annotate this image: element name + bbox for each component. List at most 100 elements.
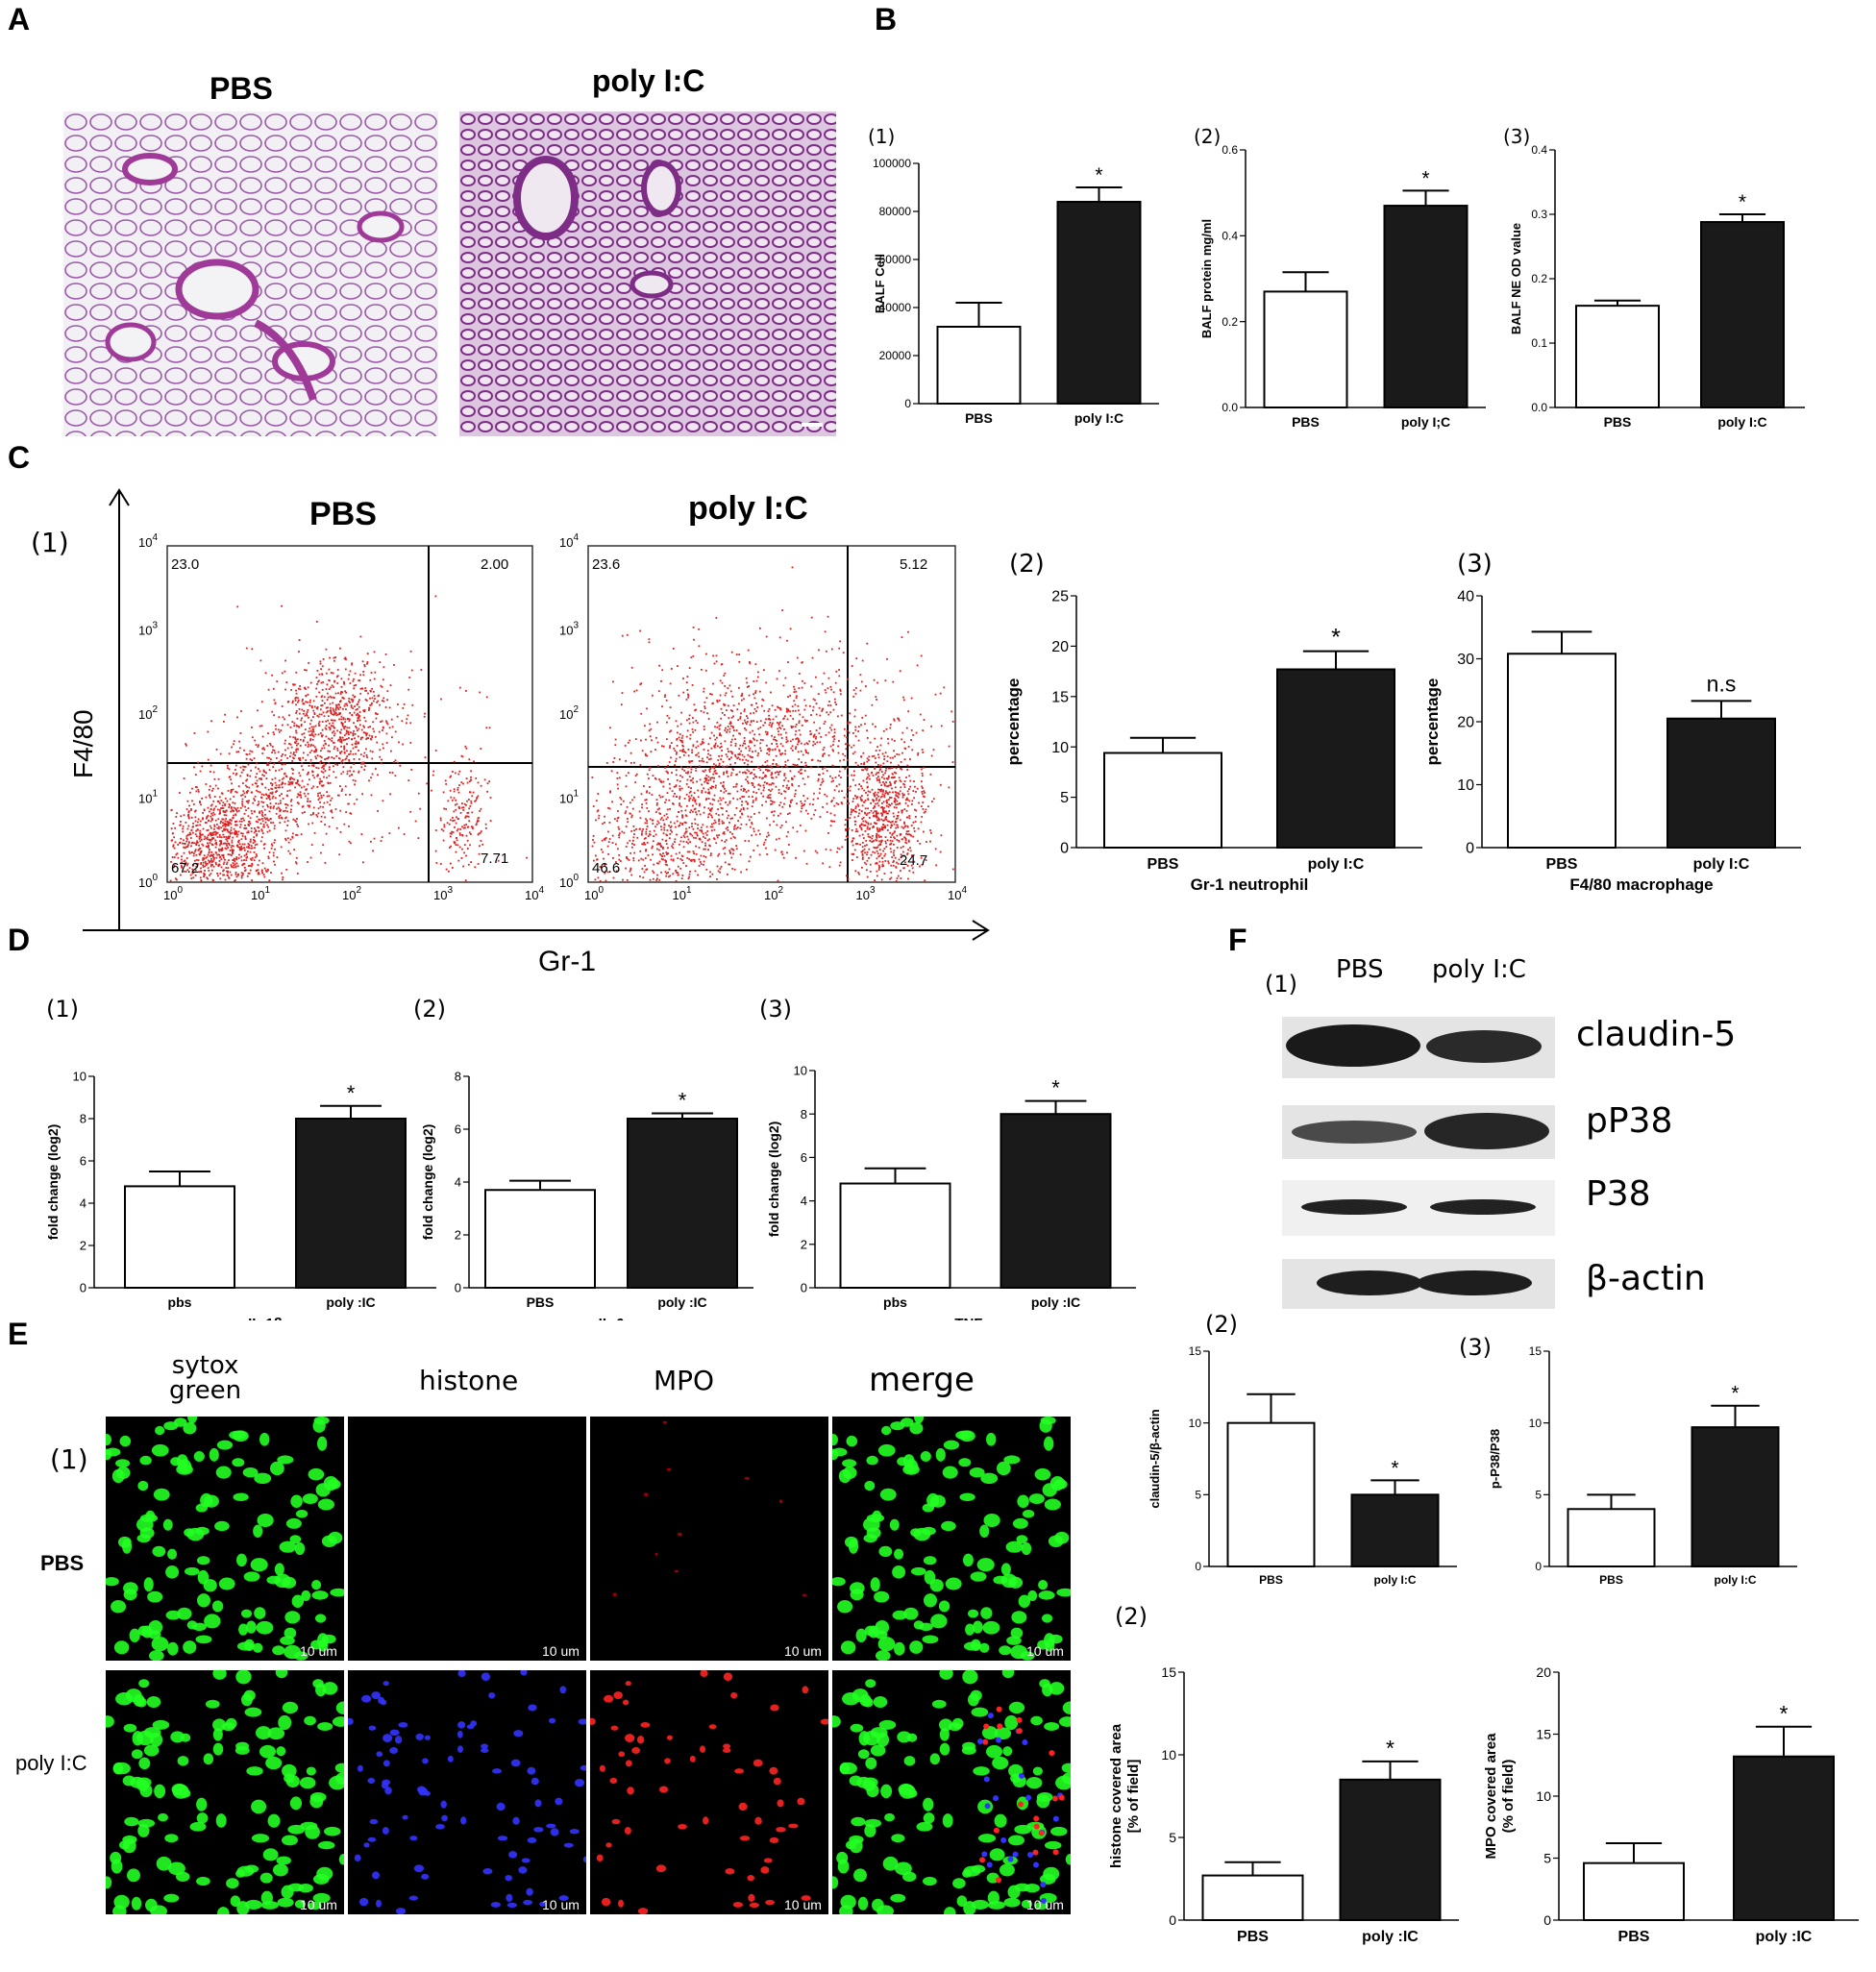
flow-event	[308, 716, 309, 719]
flow-event	[644, 822, 647, 825]
flow-event	[398, 826, 400, 829]
flow-event	[745, 758, 748, 761]
flow-event	[212, 855, 214, 858]
flow-event	[324, 702, 326, 704]
flow-event	[748, 745, 750, 748]
flow-event	[394, 730, 397, 733]
flow-event	[244, 838, 247, 841]
flow-event	[778, 749, 780, 752]
flow-event	[861, 787, 864, 790]
flow-event	[685, 698, 688, 701]
flow-event	[173, 856, 176, 858]
flow-event	[783, 802, 785, 805]
flow-event	[704, 705, 706, 708]
flow-event	[688, 776, 691, 778]
flow-event	[244, 835, 247, 838]
flow-event	[470, 776, 472, 778]
flow-event	[915, 731, 918, 734]
flow-event	[832, 691, 835, 694]
flow-event	[925, 808, 927, 811]
flow-event	[656, 877, 658, 880]
flow-event	[772, 718, 775, 721]
flow-event	[633, 796, 635, 799]
flow-event	[860, 824, 863, 826]
flow-event	[826, 802, 828, 805]
flow-event	[367, 726, 370, 728]
flow-event	[641, 868, 644, 870]
flow-event	[731, 832, 733, 835]
flow-event	[307, 804, 309, 807]
flow-event	[864, 723, 866, 726]
flow-event	[719, 871, 722, 874]
flow-event	[309, 734, 312, 736]
flow-event	[228, 837, 231, 840]
flow-event	[322, 681, 324, 683]
flow-event	[299, 745, 302, 747]
flow-event	[358, 735, 359, 738]
flow-event	[732, 769, 735, 771]
flow-event	[649, 830, 652, 833]
flow-event	[893, 823, 896, 826]
flow-event	[677, 665, 679, 667]
flow-event	[257, 746, 259, 748]
flow-event	[732, 704, 735, 706]
flow-event	[730, 752, 733, 753]
flow-event	[906, 816, 909, 819]
flow-event	[891, 738, 894, 741]
flow-event	[443, 824, 446, 826]
flow-event	[309, 804, 310, 807]
flow-event	[670, 821, 672, 824]
flow-event	[727, 728, 728, 731]
flow-event	[249, 850, 252, 853]
flow-event	[884, 790, 887, 793]
flow-event	[171, 856, 174, 858]
flow-event	[269, 806, 272, 808]
flow-event	[244, 766, 247, 768]
flow-event	[271, 752, 273, 753]
flow-event	[203, 854, 206, 857]
flow-event	[365, 748, 367, 751]
flow-event	[321, 728, 324, 731]
flow-event	[321, 735, 323, 738]
histology-image-polyic	[459, 111, 836, 436]
flow-event	[719, 747, 722, 749]
flow-event	[328, 826, 331, 827]
flow-event	[274, 781, 277, 784]
flow-event	[841, 802, 844, 805]
flow-event	[481, 843, 484, 846]
flow-event	[782, 856, 785, 859]
flow-event	[260, 801, 263, 803]
flow-event	[660, 817, 663, 819]
flow-event	[658, 664, 660, 667]
flow-event	[299, 688, 302, 691]
flow-event	[369, 689, 372, 692]
flow-event	[272, 851, 275, 854]
flow-event	[728, 831, 731, 833]
flow-event	[881, 865, 884, 868]
flow-event	[231, 790, 233, 792]
flow-event	[675, 785, 678, 788]
flow-event	[254, 782, 257, 784]
flow-event	[280, 846, 283, 849]
flow-event	[306, 788, 308, 791]
flow-event	[672, 847, 675, 850]
flow-event	[788, 812, 791, 815]
flow-event	[261, 820, 264, 823]
flow-event	[876, 802, 879, 804]
flow-event	[341, 736, 344, 739]
flow-event	[298, 712, 301, 715]
flow-event	[823, 723, 826, 725]
flow-event	[344, 668, 347, 671]
flow-event	[895, 818, 898, 820]
flow-event	[698, 810, 701, 812]
flow-event	[745, 791, 748, 793]
flow-event	[853, 810, 856, 813]
flow-event	[187, 815, 189, 818]
flow-event	[479, 691, 481, 694]
flow-event	[352, 694, 355, 697]
fluor-col-header-sytox: sytox green	[169, 1351, 242, 1405]
flow-event	[623, 831, 626, 834]
flow-event	[658, 794, 661, 797]
flow-event	[210, 831, 211, 834]
flow-event	[878, 769, 881, 772]
